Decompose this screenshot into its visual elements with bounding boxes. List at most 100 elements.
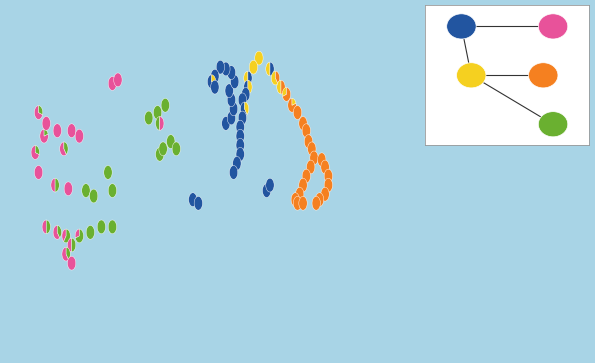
Wedge shape [312, 196, 321, 210]
Wedge shape [82, 184, 90, 197]
Wedge shape [299, 196, 307, 210]
Wedge shape [262, 184, 271, 197]
Wedge shape [62, 229, 66, 241]
Wedge shape [233, 156, 241, 170]
Wedge shape [302, 124, 311, 138]
Wedge shape [31, 146, 39, 159]
Wedge shape [62, 247, 68, 261]
Wedge shape [293, 106, 302, 119]
Wedge shape [40, 129, 48, 143]
Wedge shape [292, 98, 296, 105]
Wedge shape [75, 129, 83, 143]
Wedge shape [86, 225, 95, 239]
Wedge shape [44, 129, 48, 136]
Wedge shape [288, 98, 296, 112]
Wedge shape [227, 111, 236, 125]
Wedge shape [64, 229, 70, 243]
Wedge shape [155, 147, 164, 161]
Wedge shape [104, 166, 112, 179]
Wedge shape [155, 117, 160, 130]
Wedge shape [154, 106, 162, 119]
Wedge shape [299, 117, 307, 130]
Circle shape [447, 14, 476, 39]
Wedge shape [216, 60, 224, 74]
Wedge shape [222, 117, 230, 130]
Wedge shape [159, 142, 167, 156]
Wedge shape [244, 71, 248, 85]
Wedge shape [236, 120, 245, 134]
Circle shape [528, 63, 558, 88]
Wedge shape [51, 178, 55, 192]
Wedge shape [227, 66, 236, 79]
Wedge shape [222, 62, 230, 76]
Circle shape [456, 63, 486, 88]
Wedge shape [108, 220, 117, 234]
Wedge shape [240, 102, 247, 116]
Wedge shape [266, 178, 274, 192]
Wedge shape [321, 187, 329, 201]
Wedge shape [39, 106, 43, 115]
Wedge shape [324, 169, 333, 183]
Wedge shape [76, 229, 83, 243]
Wedge shape [108, 77, 117, 90]
Wedge shape [53, 225, 60, 239]
Wedge shape [194, 196, 202, 210]
Wedge shape [296, 187, 304, 201]
Wedge shape [230, 102, 238, 116]
Wedge shape [55, 178, 60, 192]
Wedge shape [277, 80, 281, 94]
Wedge shape [306, 160, 315, 174]
Wedge shape [208, 75, 215, 89]
Wedge shape [225, 84, 233, 98]
Wedge shape [42, 117, 51, 130]
Wedge shape [238, 111, 246, 125]
Wedge shape [71, 238, 76, 252]
Wedge shape [291, 193, 299, 207]
Wedge shape [64, 142, 68, 154]
Wedge shape [66, 247, 70, 260]
Wedge shape [281, 80, 285, 94]
Wedge shape [35, 166, 43, 179]
Wedge shape [244, 80, 248, 94]
Wedge shape [248, 80, 252, 94]
Wedge shape [227, 93, 236, 107]
Wedge shape [236, 147, 245, 161]
Wedge shape [302, 169, 311, 183]
Wedge shape [35, 106, 43, 119]
Wedge shape [75, 229, 79, 238]
Wedge shape [318, 153, 326, 167]
Wedge shape [167, 135, 175, 148]
Wedge shape [108, 184, 117, 197]
Wedge shape [211, 69, 219, 83]
Wedge shape [238, 93, 246, 107]
Wedge shape [114, 73, 122, 87]
Wedge shape [64, 182, 73, 196]
Wedge shape [315, 193, 324, 207]
Wedge shape [308, 142, 316, 156]
Wedge shape [270, 62, 274, 76]
Wedge shape [299, 178, 307, 192]
Wedge shape [97, 220, 105, 234]
Wedge shape [255, 51, 263, 65]
Wedge shape [67, 238, 71, 252]
Wedge shape [245, 102, 249, 114]
Wedge shape [46, 220, 51, 234]
Wedge shape [189, 193, 197, 207]
Wedge shape [230, 166, 238, 179]
Wedge shape [266, 62, 270, 76]
Wedge shape [275, 71, 280, 83]
Wedge shape [145, 111, 153, 125]
Wedge shape [67, 256, 76, 270]
Wedge shape [236, 138, 245, 152]
Wedge shape [321, 160, 329, 174]
Wedge shape [35, 146, 39, 155]
Wedge shape [42, 220, 46, 234]
Wedge shape [271, 71, 278, 85]
Wedge shape [160, 117, 164, 130]
Wedge shape [282, 87, 286, 97]
Circle shape [538, 112, 568, 137]
Wedge shape [304, 135, 313, 148]
Wedge shape [293, 196, 302, 210]
Wedge shape [67, 124, 76, 138]
Wedge shape [230, 75, 239, 89]
